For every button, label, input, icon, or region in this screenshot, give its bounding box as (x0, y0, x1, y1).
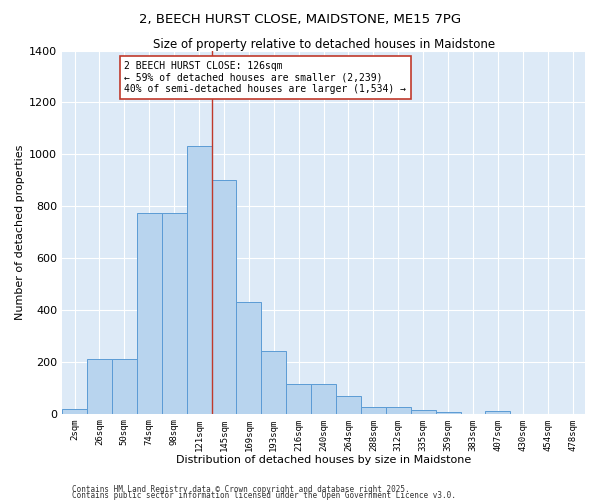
Bar (411, 410, 436, 414)
Bar (262, 352, 286, 414)
Bar (212, 180, 236, 414)
Bar (336, 396, 361, 413)
Bar (386, 407, 411, 414)
Bar (62, 408, 87, 414)
Bar (87, 359, 112, 414)
Bar (236, 302, 262, 414)
Bar (311, 384, 336, 414)
Bar (187, 146, 212, 414)
Y-axis label: Number of detached properties: Number of detached properties (15, 144, 25, 320)
Title: Size of property relative to detached houses in Maidstone: Size of property relative to detached ho… (152, 38, 494, 51)
X-axis label: Distribution of detached houses by size in Maidstone: Distribution of detached houses by size … (176, 455, 471, 465)
Bar (485, 411, 511, 414)
Bar (162, 212, 187, 414)
Bar (361, 407, 386, 414)
Bar (137, 212, 162, 414)
Text: Contains HM Land Registry data © Crown copyright and database right 2025.: Contains HM Land Registry data © Crown c… (72, 485, 410, 494)
Bar (286, 384, 311, 414)
Text: 2 BEECH HURST CLOSE: 126sqm
← 59% of detached houses are smaller (2,239)
40% of : 2 BEECH HURST CLOSE: 126sqm ← 59% of det… (124, 61, 406, 94)
Bar (436, 412, 461, 414)
Text: Contains public sector information licensed under the Open Government Licence v3: Contains public sector information licen… (72, 491, 456, 500)
Bar (112, 359, 137, 414)
Text: 2, BEECH HURST CLOSE, MAIDSTONE, ME15 7PG: 2, BEECH HURST CLOSE, MAIDSTONE, ME15 7P… (139, 12, 461, 26)
